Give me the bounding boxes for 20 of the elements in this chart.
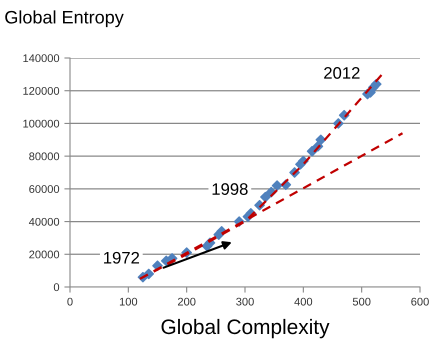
x-tick-label: 200 xyxy=(178,298,196,306)
y-tick-label: 140000 xyxy=(23,54,60,62)
annotation: 1972 xyxy=(104,252,140,264)
annotation: 1998 xyxy=(212,183,248,195)
y-tick-label: 100000 xyxy=(23,120,60,128)
y-tick-label: 40000 xyxy=(28,218,60,226)
chart-title: Global Entropy xyxy=(5,10,124,28)
x-tick-label: 300 xyxy=(236,298,254,306)
x-axis-title: Global Complexity xyxy=(162,318,330,338)
x-tick-label: 500 xyxy=(352,298,370,306)
x-tick-label: 100 xyxy=(120,298,138,306)
x-tick-label: 0 xyxy=(67,298,73,306)
x-tick-label: 600 xyxy=(411,298,429,306)
y-tick-label: 20000 xyxy=(29,250,60,258)
x-tick-label: 400 xyxy=(294,298,312,306)
y-tick-label: 60000 xyxy=(29,185,60,193)
y-tick-label: 0 xyxy=(54,283,60,292)
y-tick-label: 80000 xyxy=(29,152,60,160)
y-tick-label: 120000 xyxy=(23,86,60,95)
annotation: 2012 xyxy=(324,67,360,79)
